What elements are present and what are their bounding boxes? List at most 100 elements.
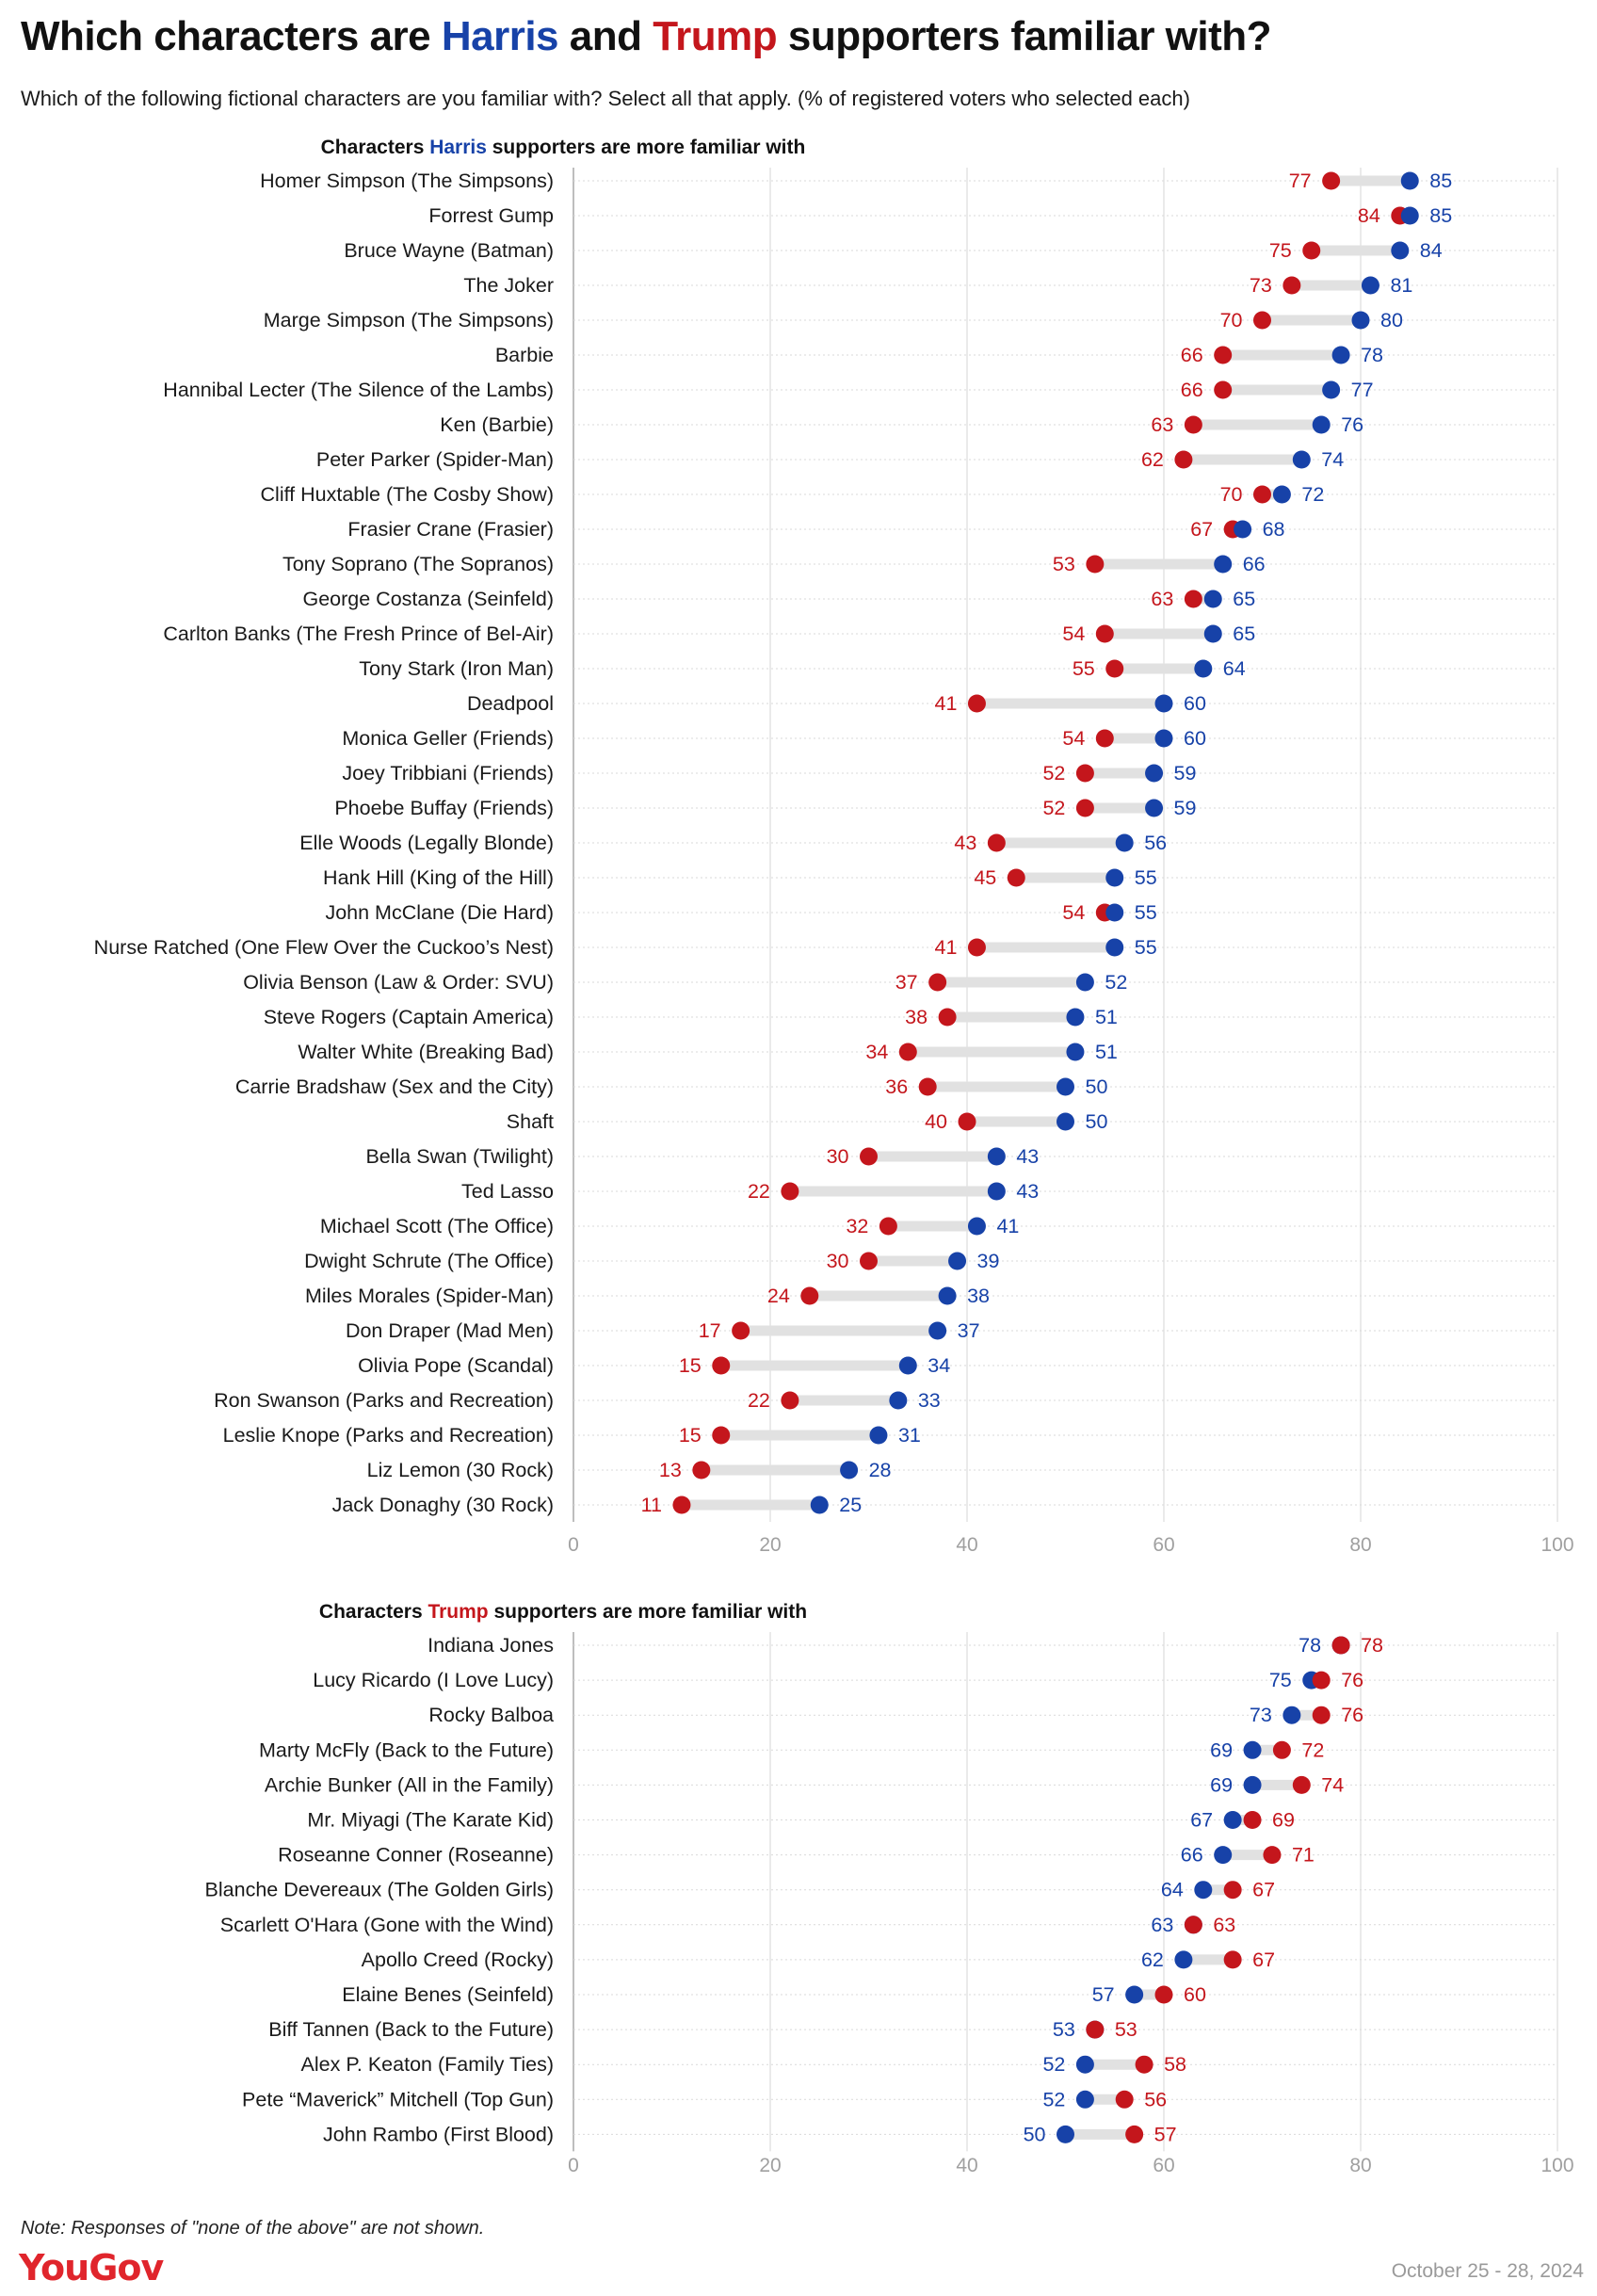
title-harris: Harris (441, 13, 559, 59)
harris-dot (810, 1496, 829, 1514)
trump-dot (958, 1112, 976, 1131)
harris-value-label: 59 (1174, 762, 1197, 784)
trump-value-label: 30 (827, 1145, 849, 1168)
category-label: Liz Lemon (30 Rock) (367, 1459, 554, 1481)
trump-value-label: 41 (935, 936, 958, 959)
harris-value-label: 85 (1429, 204, 1452, 227)
trump-dot (967, 938, 986, 957)
trump-value-label: 62 (1141, 448, 1164, 471)
harris-value-label: 34 (928, 1354, 950, 1377)
trump-value-label: 41 (935, 692, 958, 715)
category-label: Alex P. Keaton (Family Ties) (301, 2053, 554, 2076)
harris-value-label: 52 (1105, 971, 1127, 994)
trump-dot (1223, 1881, 1242, 1900)
trump-value-label: 54 (1062, 901, 1085, 924)
trump-value-label: 17 (699, 1319, 721, 1342)
category-label: Hank Hill (King of the Hill) (323, 866, 554, 889)
trump-value-label: 84 (1358, 204, 1380, 227)
harris-dot (928, 1321, 947, 1340)
category-label: George Costanza (Seinfeld) (302, 588, 554, 610)
harris-value-label: 67 (1190, 1809, 1213, 1832)
harris-dot (1154, 694, 1173, 713)
harris-dot (1243, 1740, 1262, 1759)
harris-value-label: 66 (1181, 1844, 1203, 1867)
trump-dot (1007, 868, 1025, 887)
category-label: Pete “Maverick” Mitchell (Top Gun) (242, 2088, 554, 2110)
category-label: Shaft (507, 1110, 554, 1133)
trump-value-label: 24 (767, 1285, 790, 1307)
harris-dot (1066, 1008, 1085, 1027)
category-label: Apollo Creed (Rocky) (362, 1948, 554, 1971)
harris-value-label: 64 (1161, 1879, 1184, 1901)
harris-value-label: 25 (839, 1494, 862, 1516)
x-tick-label: 40 (956, 1534, 977, 1556)
harris-dot (948, 1252, 967, 1270)
category-label: Blanche Devereaux (The Golden Girls) (205, 1879, 554, 1901)
trump-dot (1253, 311, 1271, 330)
harris-dot (1075, 2055, 1094, 2074)
trump-dot (1125, 2125, 1144, 2143)
trump-dot (1272, 1740, 1291, 1759)
category-label: Marge Simpson (The Simpsons) (264, 309, 554, 331)
harris-value-label: 74 (1321, 448, 1344, 471)
harris-value-label: 55 (1135, 936, 1157, 959)
trump-value-label: 38 (905, 1006, 928, 1028)
trump-dot (732, 1321, 750, 1340)
category-label: Biff Tannen (Back to the Future) (268, 2018, 554, 2041)
harris-dot (1194, 1881, 1213, 1900)
category-label: Hannibal Lecter (The Silence of the Lamb… (163, 379, 554, 401)
harris-dot (1066, 1043, 1085, 1061)
category-label: Tony Soprano (The Sopranos) (282, 553, 554, 575)
harris-dot (840, 1461, 859, 1479)
category-label: Marty McFly (Back to the Future) (259, 1738, 554, 1761)
harris-dot (1322, 380, 1341, 399)
x-tick-label: 80 (1349, 2155, 1371, 2176)
harris-value-label: 78 (1361, 344, 1383, 366)
harris-dot (1203, 590, 1222, 608)
trump-dot (1184, 1916, 1202, 1934)
category-label: Homer Simpson (The Simpsons) (260, 170, 554, 192)
trump-value-label: 22 (748, 1389, 770, 1412)
x-tick-label: 60 (1153, 2155, 1174, 2176)
harris-dot (1312, 415, 1331, 434)
category-label: Dwight Schrute (The Office) (304, 1250, 554, 1272)
harris-dot (1154, 729, 1173, 748)
category-label: Cliff Huxtable (The Cosby Show) (261, 483, 554, 506)
category-label: John Rambo (First Blood) (323, 2123, 554, 2145)
trump-dot (1184, 415, 1202, 434)
harris-value-label: 78 (1299, 1634, 1321, 1657)
category-label: Jack Donaghy (30 Rock) (332, 1494, 554, 1516)
harris-value-label: 66 (1243, 553, 1266, 575)
trump-value-label: 69 (1272, 1809, 1295, 1832)
trump-dot (860, 1252, 878, 1270)
harris-value-label: 50 (1086, 1075, 1108, 1098)
trump-dot (967, 694, 986, 713)
harris-dot (1057, 1112, 1074, 1131)
trump-dot (781, 1391, 799, 1410)
trump-dot (712, 1356, 731, 1375)
trump-dot (1184, 590, 1202, 608)
trump-dot (938, 1008, 957, 1027)
trump-value-label: 63 (1151, 588, 1173, 610)
category-label: Don Draper (Mad Men) (346, 1319, 554, 1342)
harris-dot (1391, 241, 1410, 260)
harris-dot (1174, 1950, 1193, 1969)
harris-value-label: 75 (1269, 1669, 1292, 1691)
trump-dot (1174, 450, 1193, 469)
trump-dot (879, 1217, 897, 1236)
harris-dot (1075, 2090, 1094, 2109)
harris-dot (1203, 624, 1222, 643)
trump-value-label: 57 (1154, 2123, 1177, 2145)
category-label: Forrest Gump (428, 204, 554, 227)
harris-dot (1223, 1811, 1242, 1829)
category-label: Carlton Banks (The Fresh Prince of Bel-A… (163, 623, 554, 645)
trump-value-label: 60 (1184, 1983, 1206, 2006)
trump-dot (1115, 2090, 1134, 2109)
trump-value-label: 30 (827, 1250, 849, 1272)
yougov-logo: YouGov (19, 2247, 164, 2288)
category-label: Ron Swanson (Parks and Recreation) (214, 1389, 554, 1412)
harris-dot (1272, 485, 1291, 504)
trump-value-label: 77 (1289, 170, 1312, 192)
harris-dot (1292, 450, 1311, 469)
